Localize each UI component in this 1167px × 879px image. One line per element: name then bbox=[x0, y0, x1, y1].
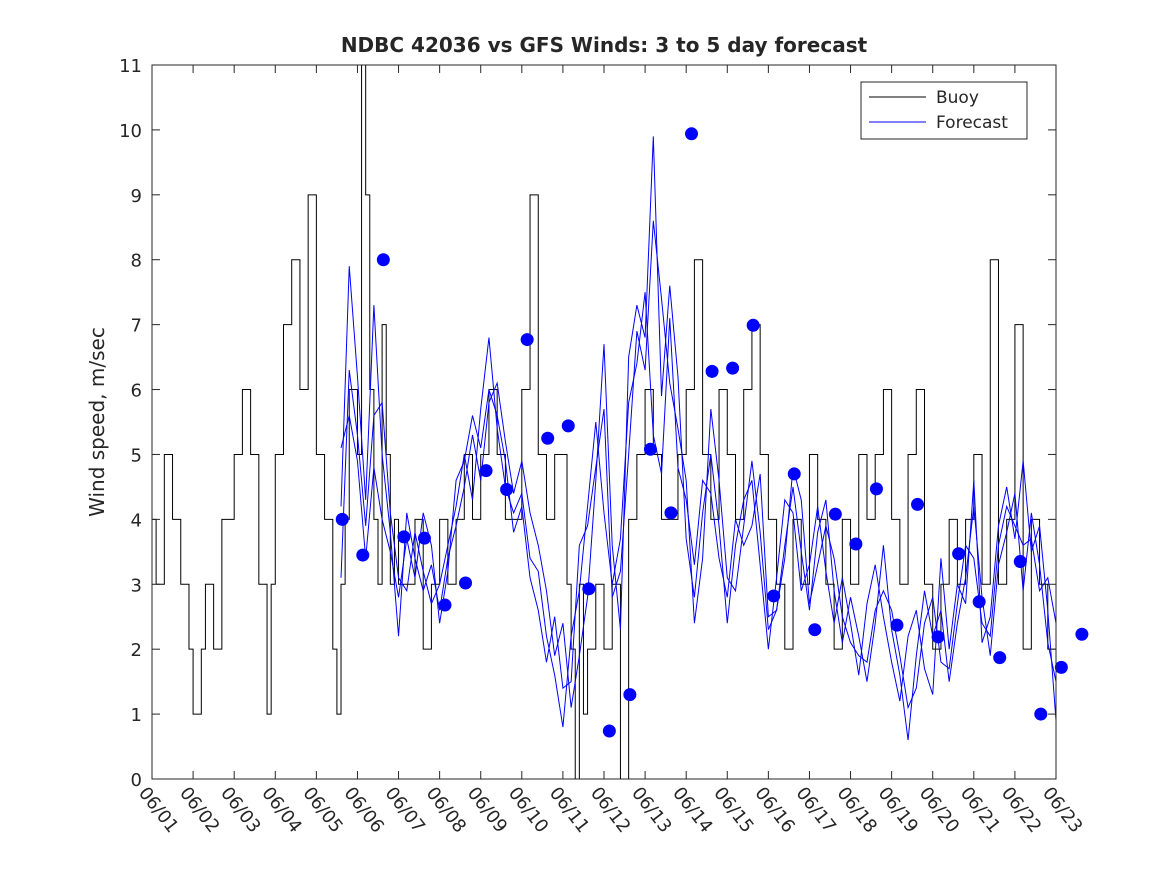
forecast-marker bbox=[746, 318, 760, 332]
forecast-marker bbox=[1034, 707, 1048, 721]
forecast-marker bbox=[664, 506, 678, 520]
y-tick-label: 1 bbox=[131, 705, 142, 726]
forecast-marker bbox=[561, 419, 575, 433]
forecast-marker bbox=[952, 547, 966, 561]
forecast-marker bbox=[931, 630, 945, 644]
forecast-marker bbox=[808, 623, 822, 637]
forecast-marker bbox=[335, 512, 349, 526]
forecast-marker bbox=[993, 651, 1007, 665]
forecast-marker bbox=[869, 482, 883, 496]
forecast-marker bbox=[643, 442, 657, 456]
y-tick-label: 2 bbox=[131, 640, 142, 661]
forecast-marker bbox=[520, 333, 534, 347]
y-tick-label: 7 bbox=[131, 316, 142, 337]
forecast-marker bbox=[356, 548, 370, 562]
forecast-marker bbox=[767, 589, 781, 603]
forecast-marker bbox=[972, 595, 986, 609]
forecast-marker bbox=[459, 576, 473, 590]
legend-box bbox=[860, 81, 1028, 140]
forecast-marker bbox=[417, 531, 431, 545]
forecast-marker bbox=[500, 483, 514, 497]
forecast-marker bbox=[541, 431, 555, 445]
forecast-marker bbox=[911, 497, 925, 511]
y-tick-label: 3 bbox=[131, 575, 142, 596]
y-tick-label: 0 bbox=[131, 770, 142, 791]
forecast-marker bbox=[397, 530, 411, 544]
forecast-marker bbox=[602, 724, 616, 738]
forecast-marker bbox=[787, 467, 801, 481]
y-tick-label: 5 bbox=[131, 445, 142, 466]
forecast-marker bbox=[376, 253, 390, 267]
y-tick-label: 6 bbox=[131, 381, 142, 402]
forecast-marker bbox=[890, 618, 904, 632]
y-axis-label: Wind speed, m/sec bbox=[85, 327, 109, 517]
forecast-marker bbox=[1054, 660, 1068, 674]
forecast-marker bbox=[1013, 555, 1027, 569]
y-tick-label: 4 bbox=[131, 510, 142, 531]
plot-area bbox=[152, 65, 1056, 779]
legend-forecast-label: Forecast bbox=[936, 113, 1008, 133]
buoy-series-line bbox=[152, 64, 1057, 780]
y-tick-label: 11 bbox=[119, 56, 142, 77]
forecast-marker bbox=[1075, 627, 1089, 641]
forecast-series-line-2 bbox=[340, 292, 1057, 741]
legend-buoy-label: Buoy bbox=[936, 88, 979, 108]
forecast-marker bbox=[479, 464, 493, 478]
forecast-series-line-3 bbox=[340, 220, 1057, 710]
legend: Buoy Forecast bbox=[860, 81, 1028, 140]
forecast-marker bbox=[582, 582, 596, 596]
forecast-marker bbox=[438, 598, 452, 612]
forecast-marker bbox=[726, 361, 740, 375]
y-tick-label: 10 bbox=[119, 121, 142, 142]
forecast-marker bbox=[685, 127, 699, 141]
y-tick-label: 8 bbox=[131, 251, 142, 272]
forecast-marker bbox=[828, 507, 842, 521]
forecast-marker bbox=[705, 364, 719, 378]
y-tick-label: 9 bbox=[131, 186, 142, 207]
chart-title: NDBC 42036 vs GFS Winds: 3 to 5 day fore… bbox=[341, 33, 868, 57]
forecast-marker bbox=[623, 688, 637, 702]
forecast-marker bbox=[849, 537, 863, 551]
chart-marks bbox=[152, 64, 1089, 780]
